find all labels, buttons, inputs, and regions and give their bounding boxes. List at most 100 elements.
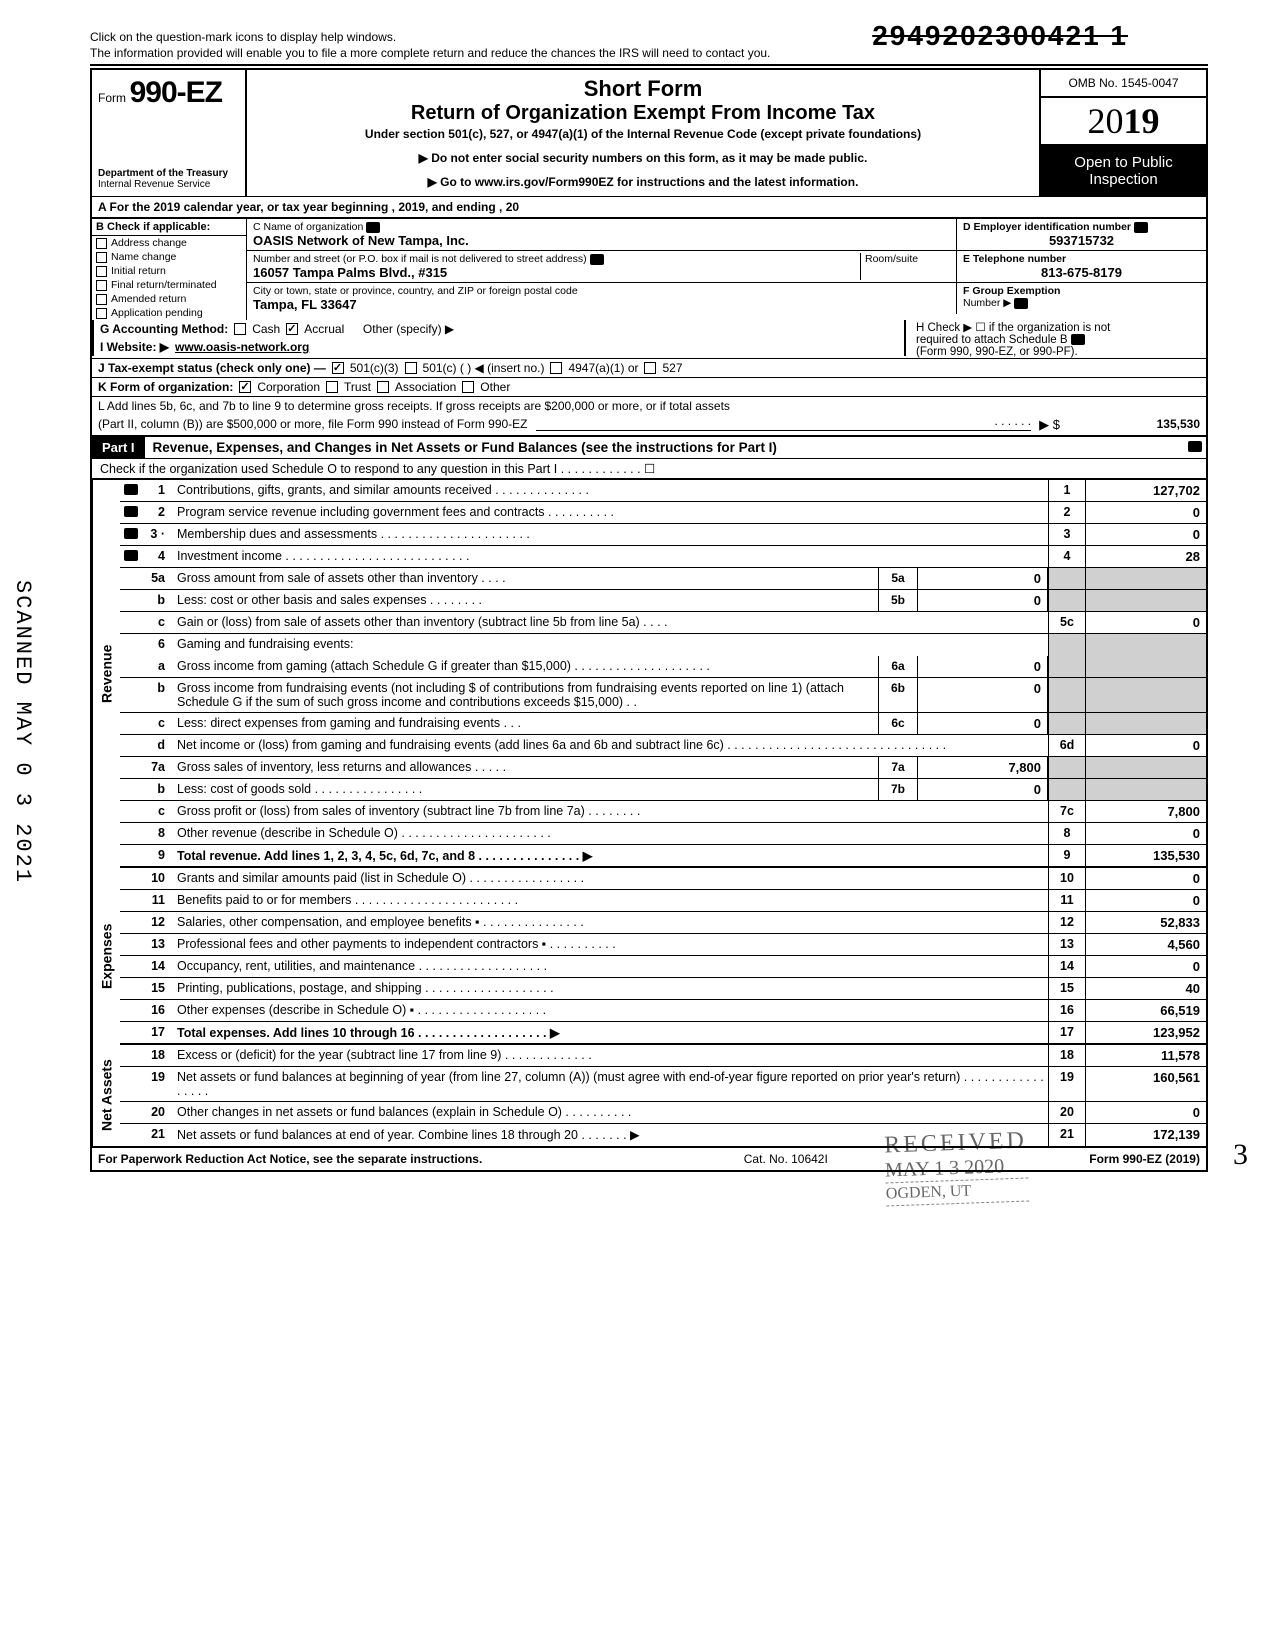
goto-link: ▶ Go to www.irs.gov/Form990EZ for instru… (257, 175, 1029, 189)
lbl-cash: Cash (252, 322, 280, 336)
ln-12-val: 52,833 (1086, 912, 1206, 933)
help-icon[interactable] (1014, 298, 1028, 309)
chk-amended-return[interactable] (96, 294, 107, 305)
city-state-zip: Tampa, FL 33647 (253, 297, 950, 312)
chk-address-change[interactable] (96, 238, 107, 249)
ln-6b-desc: Gross income from fundraising events (no… (173, 678, 878, 712)
ln-6a-mv: 0 (918, 656, 1048, 677)
ln-2-col: 2 (1048, 502, 1086, 523)
part1-header: Part I (92, 437, 145, 458)
identity-grid: B Check if applicable: Address change Na… (90, 217, 1208, 320)
ln-1-desc: Contributions, gifts, grants, and simila… (173, 480, 1048, 501)
ln-15-val: 40 (1086, 978, 1206, 999)
ln-2-num: 2 (138, 502, 173, 523)
ln-11-desc: Benefits paid to or for members . . . . … (173, 890, 1048, 911)
chk-application-pending[interactable] (96, 308, 107, 319)
short-form-title: Short Form (257, 76, 1029, 102)
lbl-other-org: Other (480, 380, 510, 394)
ln-5c-desc: Gain or (loss) from sale of assets other… (173, 612, 1048, 633)
stamp-number: 2949202300421 1 (872, 20, 1128, 52)
ln-6d-col: 6d (1048, 735, 1086, 756)
help-icon[interactable] (1071, 334, 1085, 345)
ln-5c-col: 5c (1048, 612, 1086, 633)
chk-cash[interactable] (234, 323, 246, 335)
h-line2: required to attach Schedule B (916, 334, 1068, 346)
help-icon[interactable] (124, 550, 138, 561)
ln-10-val: 0 (1086, 868, 1206, 889)
help-icon[interactable] (366, 222, 380, 233)
h-line1: H Check ▶ ☐ if the organization is not (916, 320, 1206, 334)
lbl-amended-return: Amended return (111, 293, 186, 305)
ln-1-val: 127,702 (1086, 480, 1206, 501)
chk-corporation[interactable] (239, 381, 251, 393)
ln-7a-num: 7a (138, 757, 173, 778)
footer-mid: Cat. No. 10642I (744, 1152, 828, 1166)
dept-label: Department of the Treasury (98, 168, 239, 179)
ln-19-col: 19 (1048, 1067, 1086, 1101)
i-label: I Website: ▶ (100, 340, 169, 354)
ln-8-num: 8 (138, 823, 173, 844)
chk-501c[interactable] (405, 362, 417, 374)
lbl-trust: Trust (344, 380, 371, 394)
ln-11-val: 0 (1086, 890, 1206, 911)
ln-1-num: 1 (138, 480, 173, 501)
help-icon[interactable] (124, 506, 138, 517)
ln-16-desc: Other expenses (describe in Schedule O) … (173, 1000, 1048, 1021)
help-icon[interactable] (124, 528, 138, 539)
lbl-501c: 501(c) ( ) ◀ (insert no.) (423, 361, 545, 375)
chk-final-return[interactable] (96, 280, 107, 291)
chk-527[interactable] (644, 362, 656, 374)
ln-8-val: 0 (1086, 823, 1206, 844)
chk-association[interactable] (377, 381, 389, 393)
ln-7a-mid: 7a (878, 757, 918, 778)
chk-501c3[interactable] (332, 362, 344, 374)
lbl-other-method: Other (specify) ▶ (363, 322, 454, 336)
ln-6c-num: c (138, 713, 173, 734)
l-line2: (Part II, column (B)) are $500,000 or mo… (98, 417, 528, 433)
chk-trust[interactable] (326, 381, 338, 393)
ln-14-val: 0 (1086, 956, 1206, 977)
ln-18-desc: Excess or (deficit) for the year (subtra… (173, 1045, 1048, 1066)
form-prefix: Form (98, 91, 126, 105)
ln-9-num: 9 (138, 845, 173, 866)
ln-4-desc: Investment income . . . . . . . . . . . … (173, 546, 1048, 567)
help-icon[interactable] (124, 484, 138, 495)
help-icon[interactable] (1134, 222, 1148, 233)
ln-7c-num: c (138, 801, 173, 822)
ln-6d-desc: Net income or (loss) from gaming and fun… (173, 735, 1048, 756)
ln-5a-mid: 5a (878, 568, 918, 589)
side-revenue: Revenue (92, 480, 120, 868)
chk-other-org[interactable] (462, 381, 474, 393)
ln-7b-num: b (138, 779, 173, 800)
chk-name-change[interactable] (96, 252, 107, 263)
ln-13-desc: Professional fees and other payments to … (173, 934, 1048, 955)
street-label: Number and street (or P.O. box if mail i… (253, 253, 587, 265)
ssn-warning: ▶ Do not enter social security numbers o… (257, 151, 1029, 165)
help-icon[interactable] (1188, 441, 1202, 452)
ln-13-val: 4,560 (1086, 934, 1206, 955)
side-net-assets: Net Assets (92, 1045, 120, 1146)
ln-17-desc: Total expenses. Add lines 10 through 16 … (173, 1022, 1048, 1043)
ln-7b-mid: 7b (878, 779, 918, 800)
c-label: C Name of organization (253, 221, 363, 233)
ln-5a-num: 5a (138, 568, 173, 589)
ln-19-num: 19 (138, 1067, 173, 1101)
chk-accrual[interactable] (286, 323, 298, 335)
tax-year: 2019 (1041, 98, 1206, 146)
help-icon[interactable] (590, 254, 604, 265)
ln-5b-desc: Less: cost or other basis and sales expe… (173, 590, 878, 611)
lbl-4947: 4947(a)(1) or (568, 361, 638, 375)
footer-left: For Paperwork Reduction Act Notice, see … (98, 1152, 482, 1166)
city-label: City or town, state or province, country… (253, 285, 950, 297)
chk-4947[interactable] (550, 362, 562, 374)
ln-5b-mid: 5b (878, 590, 918, 611)
ln-15-desc: Printing, publications, postage, and shi… (173, 978, 1048, 999)
chk-initial-return[interactable] (96, 266, 107, 277)
ln-3-val: 0 (1086, 524, 1206, 545)
side-expenses: Expenses (92, 868, 120, 1045)
ln-6b-mv: 0 (918, 678, 1048, 712)
ln-4-col: 4 (1048, 546, 1086, 567)
ln-4-val: 28 (1086, 546, 1206, 567)
ln-14-col: 14 (1048, 956, 1086, 977)
ln-5b-num: b (138, 590, 173, 611)
